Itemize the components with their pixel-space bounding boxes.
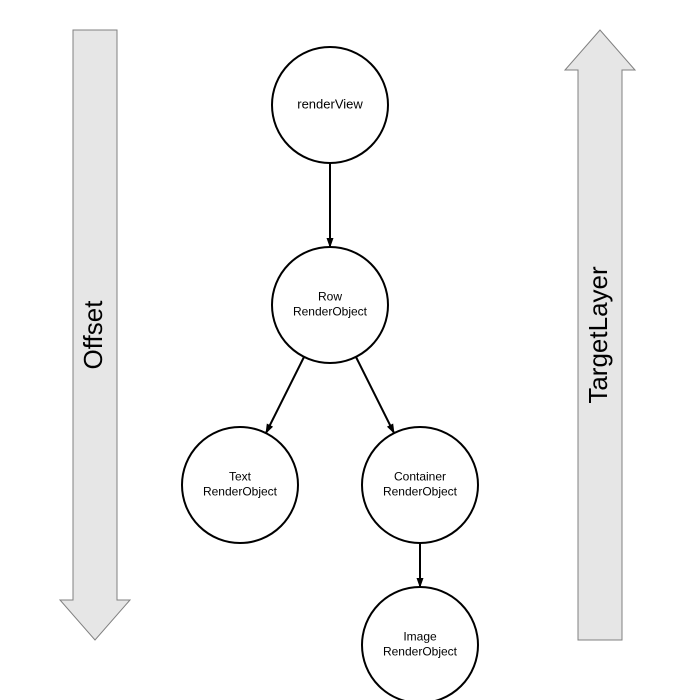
diagram-canvas: OffsetTargetLayerrenderViewRowRenderObje…	[0, 0, 676, 700]
edge-row-container	[356, 357, 394, 433]
node-text-label-0: Text	[229, 470, 252, 484]
node-row-label-0: Row	[318, 290, 342, 304]
node-image: ImageRenderObject	[362, 587, 478, 700]
node-renderView: renderView	[272, 47, 388, 163]
nodes: renderViewRowRenderObjectTextRenderObjec…	[182, 47, 478, 700]
edge-row-text	[266, 357, 304, 433]
node-text: TextRenderObject	[182, 427, 298, 543]
node-image-label-1: RenderObject	[383, 645, 458, 659]
offset-label: Offset	[78, 300, 108, 370]
targetlayer-arrow: TargetLayer	[565, 30, 635, 640]
node-row: RowRenderObject	[272, 247, 388, 363]
targetlayer-label: TargetLayer	[583, 266, 613, 404]
node-container: ContainerRenderObject	[362, 427, 478, 543]
node-text-label-1: RenderObject	[203, 485, 278, 499]
offset-arrow: Offset	[60, 30, 130, 640]
node-row-label-1: RenderObject	[293, 305, 368, 319]
node-container-label-0: Container	[394, 470, 446, 484]
node-image-label-0: Image	[403, 630, 437, 644]
node-container-label-1: RenderObject	[383, 485, 458, 499]
node-renderView-label-0: renderView	[297, 96, 363, 111]
